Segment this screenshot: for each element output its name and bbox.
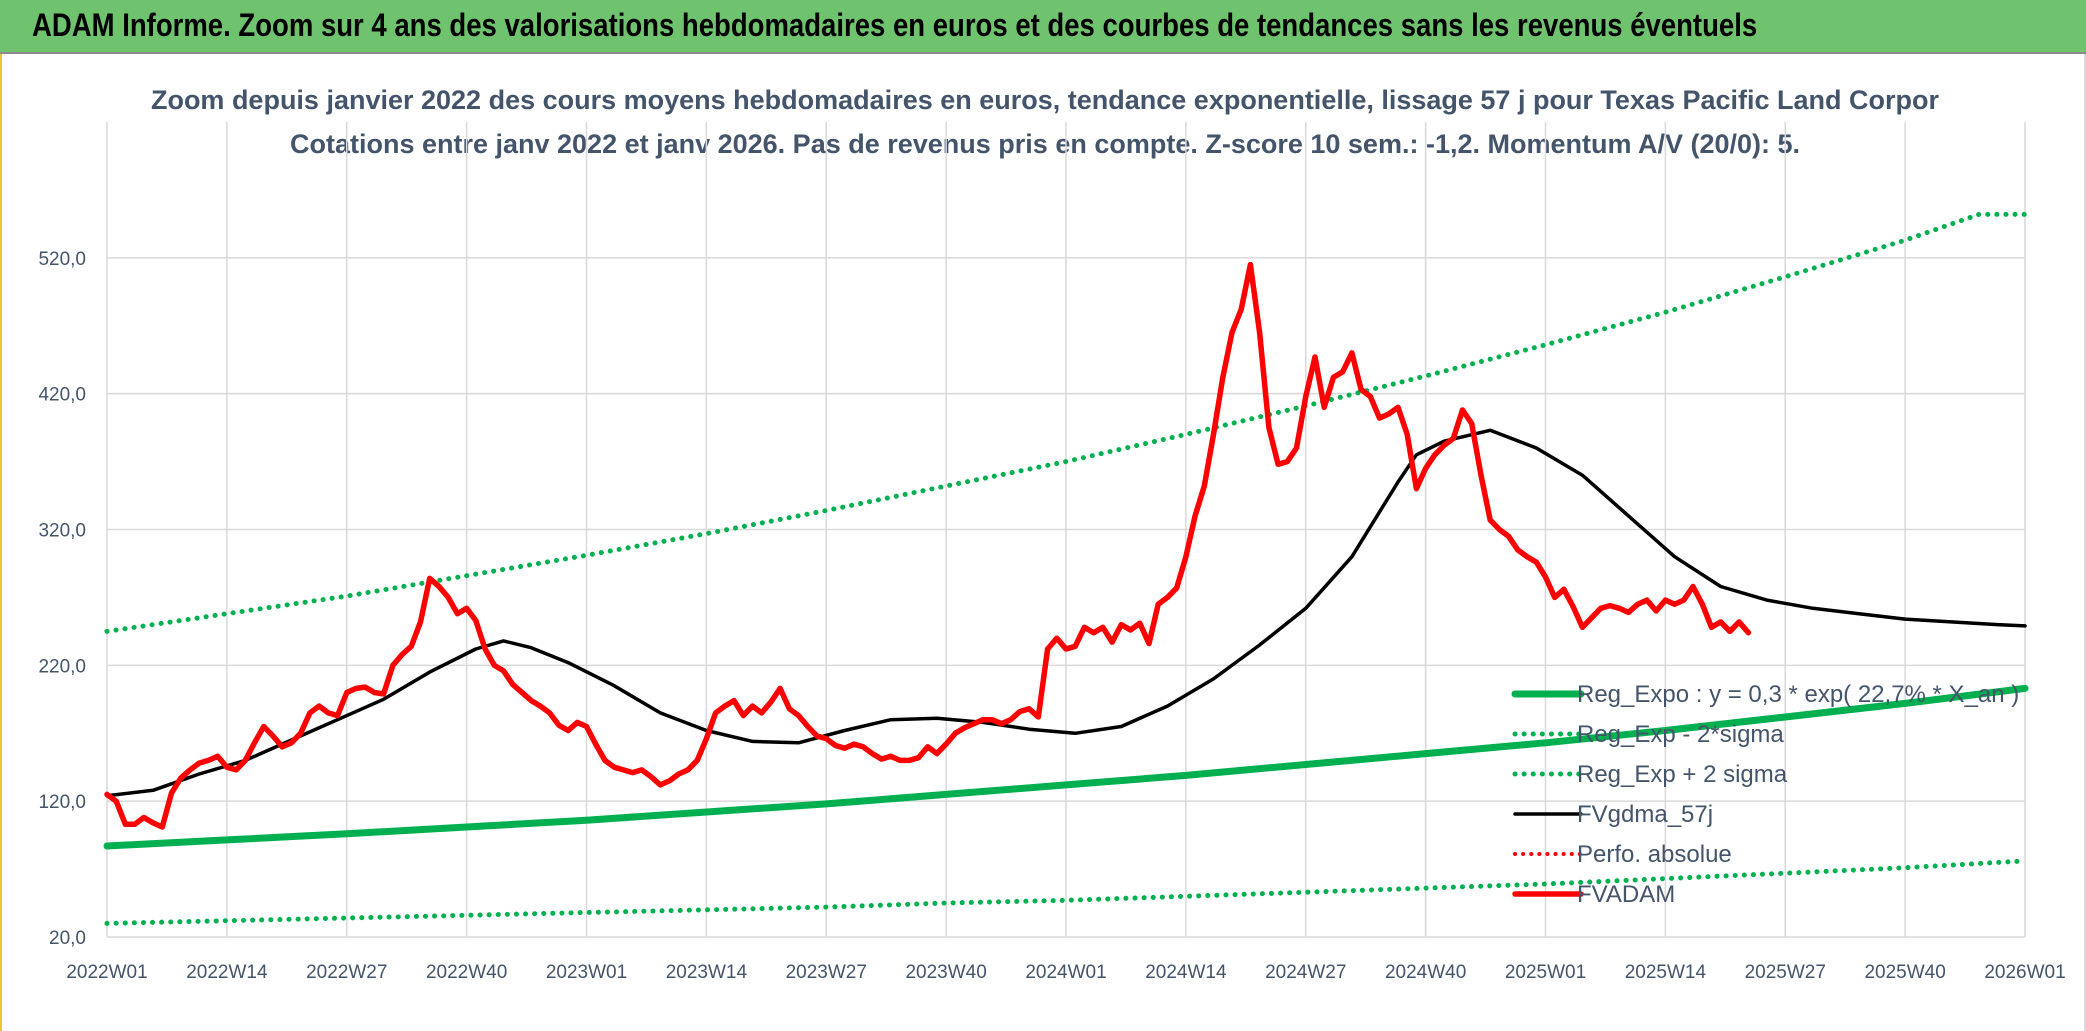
frame-right-border	[2084, 54, 2086, 1031]
x-tick-label: 2024W14	[1145, 962, 1227, 983]
x-tick-label: 2023W27	[786, 962, 867, 983]
gridlines	[106, 122, 2026, 938]
header-title: ADAM Informe. Zoom sur 4 ans des valoris…	[32, 7, 1758, 43]
legend-label: FVgdma_57j	[1577, 801, 1713, 828]
x-tick-label: 2025W40	[1864, 962, 1945, 983]
legend-label: Reg_Exp + 2 sigma	[1577, 761, 1788, 788]
frame-left-border	[0, 54, 2, 1031]
x-tick-label: 2022W27	[306, 962, 387, 983]
axis-labels: 520,0 420,0 320,0 220,0 120,0 20,0 2022W01 2022…	[38, 249, 2065, 983]
series-0-reg-expo-y-0-3-exp-22-7--line	[103, 684, 2029, 850]
chart-title: Zoom depuis janvier 2022 des cours moyen…	[151, 85, 1940, 115]
chart-subtitle: Cotations entre janv 2022 et janv 2026. …	[290, 129, 1800, 159]
series-2-reg-exp-2-sigma-line	[104, 211, 2028, 634]
y-tick-label: 320,0	[38, 521, 86, 542]
x-tick-label: 2024W40	[1385, 962, 1466, 983]
x-tick-label: 2022W01	[66, 962, 147, 983]
y-tick-label: 20,0	[49, 928, 86, 949]
x-tick-label: 2023W40	[905, 962, 986, 983]
x-tick-label: 2023W14	[666, 962, 748, 983]
series-3-fvgdma-57j-line	[105, 428, 2027, 798]
x-tick-label: 2024W01	[1025, 962, 1106, 983]
series-1-reg-exp-2-sigma-line	[104, 858, 2028, 926]
y-tick-label: 520,0	[38, 249, 86, 270]
series-5-fvadam-line	[104, 261, 1752, 830]
x-tick-label: 2025W14	[1625, 962, 1707, 983]
x-tick-label: 2025W27	[1745, 962, 1826, 983]
x-tick-label: 2022W40	[426, 962, 507, 983]
chart: Zoom depuis janvier 2022 des cours moyen…	[38, 85, 2065, 983]
legend-label: Perfo. absolue	[1577, 841, 1732, 868]
series-layer	[103, 211, 2029, 926]
header-bar: ADAM Informe. Zoom sur 4 ans des valoris…	[0, 0, 2086, 54]
x-tick-label: 2025W01	[1505, 962, 1586, 983]
legend-label: Reg_Expo : y = 0,3 * exp( 22,7% * X_an )	[1577, 681, 2019, 708]
legend: Reg_Expo : y = 0,3 * exp( 22,7% * X_an )…	[1511, 681, 2019, 908]
x-tick-label: 2024W27	[1265, 962, 1346, 983]
legend-label: FVADAM	[1577, 881, 1675, 908]
x-tick-label: 2026W01	[1984, 962, 2065, 983]
x-tick-label: 2023W01	[546, 962, 627, 983]
x-tick-label: 2022W14	[186, 962, 268, 983]
y-tick-label: 120,0	[38, 792, 86, 813]
y-tick-label: 420,0	[38, 385, 86, 406]
legend-label: Reg_Exp - 2*sigma	[1577, 721, 1784, 748]
y-tick-label: 220,0	[38, 656, 86, 677]
